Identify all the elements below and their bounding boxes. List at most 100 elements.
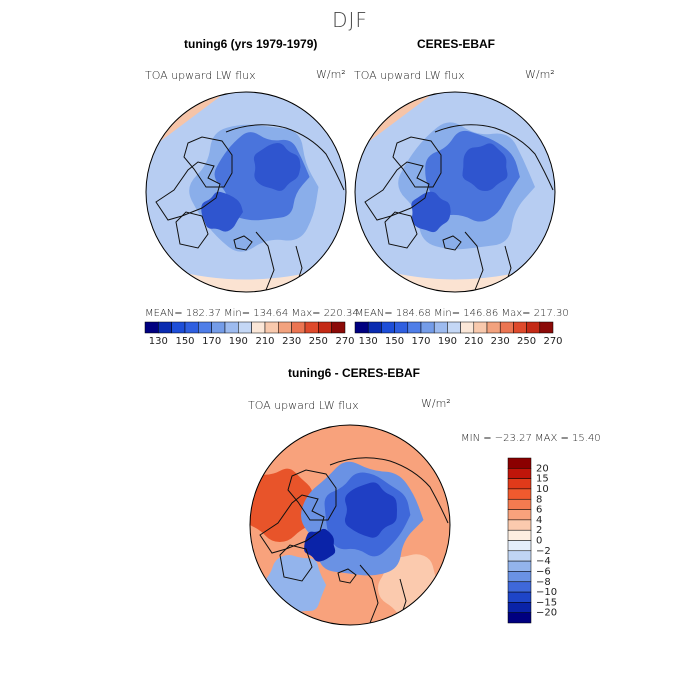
colorbar-swatch: [447, 321, 461, 334]
field-contour: [411, 191, 451, 233]
colorbar-swatch: [507, 560, 532, 572]
colorbar-swatch: [507, 457, 532, 469]
colorbar-tick-label: 20: [536, 463, 549, 474]
colorbar-swatch: [318, 321, 332, 334]
colorbar-tick-label: 130: [359, 336, 378, 347]
coastline: [392, 136, 442, 188]
panel2-map: [354, 91, 556, 293]
colorbar-swatch: [507, 468, 532, 479]
coastline: [155, 161, 221, 221]
colorbar-tick-label: 0: [536, 536, 542, 547]
colorbar-tick-label: 250: [517, 336, 536, 347]
panel2-units: W/m²: [525, 68, 555, 81]
colorbar-swatch: [526, 321, 541, 334]
colorbar-swatch: [507, 540, 532, 552]
colorbar-tick-label: 6: [536, 505, 542, 516]
colorbar-swatch: [507, 591, 532, 603]
colorbar-tick-label: −15: [536, 597, 557, 608]
panel3-title: tuning6 - CERES-EBAF: [288, 366, 420, 380]
colorbar-swatch: [198, 321, 212, 334]
coastline: [287, 469, 337, 521]
colorbar-swatch: [507, 602, 532, 613]
panel3-variable-label: TOA upward LW flux: [248, 399, 359, 412]
colorbar-swatch: [304, 321, 319, 334]
colorbar-tick-label: 150: [175, 336, 194, 347]
colorbar-tick-label: −20: [536, 608, 557, 619]
panel1-colorbar: 130 150 170 190 210 230 250 270: [144, 321, 355, 347]
colorbar-swatch: [394, 321, 409, 334]
coastline: [434, 124, 554, 191]
colorbar-tick-label: 190: [229, 336, 248, 347]
colorbar-swatch: [486, 321, 501, 334]
colorbar-tick-label: 170: [202, 336, 221, 347]
colorbar-swatch: [171, 321, 186, 334]
colorbar-swatch: [507, 581, 532, 593]
panel2-variable-label: TOA upward LW flux: [354, 69, 465, 82]
colorbar-swatch: [507, 509, 532, 521]
colorbar-tick-label: 210: [464, 336, 483, 347]
panel3-units: W/m²: [421, 397, 451, 410]
coastline: [359, 564, 407, 625]
colorbar-swatch: [513, 321, 527, 334]
panel3-stats: MIN = −23.27 MAX = 15.40: [461, 433, 601, 444]
colorbar-tick-label: 4: [536, 515, 542, 526]
colorbar-tick-label: 170: [411, 336, 430, 347]
colorbar-tick-label: 190: [438, 336, 457, 347]
map-outline: [145, 91, 347, 293]
coastline: [225, 124, 345, 191]
colorbar-tick-label: 8: [536, 494, 542, 505]
colorbar-swatch: [420, 321, 435, 334]
map-outline: [354, 91, 556, 293]
panel2-title: CERES-EBAF: [417, 37, 496, 51]
panel1-title: tuning6 (yrs 1979-1979): [184, 37, 318, 51]
colorbar-swatch: [381, 321, 395, 334]
colorbar-swatch: [473, 321, 488, 334]
colorbar-swatch: [507, 519, 532, 531]
colorbar-swatch: [433, 321, 448, 334]
colorbar-swatch: [507, 488, 532, 500]
coastline: [175, 211, 209, 249]
colorbar-swatch: [499, 321, 514, 334]
colorbar-tick-label: 250: [309, 336, 328, 347]
colorbar-swatch: [184, 321, 199, 334]
warm-region: [355, 262, 555, 292]
colorbar-swatch: [354, 321, 369, 334]
panel3-map: [249, 424, 451, 626]
coastline: [329, 457, 449, 524]
field-contour: [344, 482, 397, 538]
colorbar-swatch: [224, 321, 239, 334]
colorbar-tick-label: 130: [149, 336, 168, 347]
coastline: [364, 161, 430, 221]
colorbar-tick-label: −2: [536, 546, 551, 557]
panel2-colorbar: 130 150 170 190 210 230 250 270: [354, 321, 563, 347]
coastline: [279, 544, 313, 582]
map-outline: [249, 424, 451, 626]
colorbar-tick-label: 10: [536, 484, 549, 495]
panel1-map: [145, 91, 347, 293]
colorbar-swatch: [158, 321, 172, 334]
coastline: [233, 235, 253, 251]
colorbar-tick-label: −4: [536, 556, 551, 567]
colorbar-swatch: [331, 321, 346, 334]
colorbar-tick-label: −10: [536, 587, 557, 598]
colorbar-swatch: [251, 321, 266, 334]
colorbar-tick-label: 210: [255, 336, 274, 347]
coastline: [384, 211, 418, 249]
panel1-stats: MEAN= 182.37 Min= 134.64 Max= 220.34: [145, 308, 359, 319]
colorbar-swatch: [507, 550, 532, 562]
coastline: [255, 231, 303, 292]
colorbar-tick-label: −6: [536, 566, 551, 577]
colorbar-swatch: [238, 321, 252, 334]
colorbar-swatch: [507, 478, 532, 490]
panel1-variable-label: TOA upward LW flux: [145, 69, 256, 82]
colorbar-swatch: [507, 499, 532, 510]
colorbar-swatch: [507, 612, 532, 624]
colorbar-tick-label: 230: [491, 336, 510, 347]
field-contour: [253, 142, 301, 191]
colorbar-swatch: [291, 321, 306, 334]
warm-region: [146, 262, 346, 292]
figure-season-title: DJF: [332, 8, 368, 32]
colorbar-swatch: [278, 321, 292, 334]
